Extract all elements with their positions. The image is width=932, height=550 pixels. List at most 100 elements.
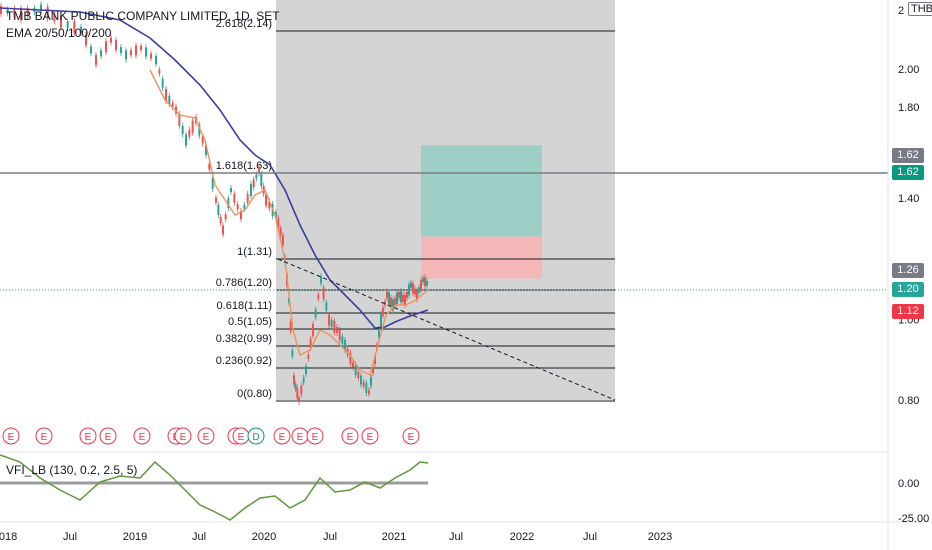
candle-body [398, 292, 400, 298]
candle-body [291, 350, 293, 356]
vfi-indicator-label[interactable]: VFI_LB (130, 0.2, 2.5, 5) [6, 463, 137, 477]
candle-body [418, 288, 420, 293]
candle-body [352, 363, 354, 368]
candle-body [125, 51, 127, 60]
candle-body [317, 295, 319, 299]
price-tag: 1.62 [892, 148, 924, 163]
candle-body [402, 295, 404, 302]
candle-body [307, 355, 309, 359]
candle-body [0, 6, 2, 14]
price-axis-label: 0.80 [898, 395, 919, 407]
symbol-title[interactable]: TMB BANK PUBLIC COMPANY LIMITED, 1D, SET [6, 8, 280, 25]
time-axis-label: Jul [449, 531, 463, 543]
marker-letter: E [312, 432, 319, 443]
time-axis-label: 2020 [252, 531, 276, 543]
marker-letter: E [279, 432, 286, 443]
time-axis-label: Jul [63, 531, 77, 543]
candle-body [300, 386, 302, 395]
candle-body [380, 314, 382, 326]
candle-body [243, 205, 245, 209]
candle-body [312, 324, 314, 336]
candle-body [331, 320, 333, 327]
candle-body [424, 277, 426, 286]
candle-body [315, 309, 317, 317]
marker-letter: E [297, 432, 304, 443]
fib-level-label: 0(0.80) [237, 388, 272, 400]
fib-level-label: 1(1.31) [237, 246, 272, 258]
long-position-target-zone[interactable] [421, 145, 542, 236]
candle-body [282, 235, 284, 245]
candle-body [158, 70, 160, 74]
fib-level-label: 1.618(1.63) [216, 160, 272, 172]
candle-body [250, 184, 252, 196]
vfi-axis-label-neg25: -25.00 [898, 513, 929, 525]
marker-letter: E [139, 432, 146, 443]
long-position-stop-zone[interactable] [421, 237, 542, 279]
candle-body [162, 79, 164, 88]
time-axis-label: 2022 [510, 531, 534, 543]
price-axis[interactable]: 2.001.801.401.000.802 [898, 5, 919, 407]
candle-body [135, 45, 137, 55]
price-axis-label: 1.80 [898, 102, 919, 114]
candle-body [130, 50, 132, 55]
candle-body [100, 50, 102, 56]
price-axis-label: 1.40 [898, 193, 919, 205]
marker-letter: E [367, 432, 374, 443]
candle-body [265, 195, 267, 206]
candle-body [290, 322, 292, 332]
candle-body [355, 365, 357, 375]
marker-letter: D [252, 432, 259, 443]
time-axis-label: 018 [0, 531, 17, 543]
candle-body [182, 126, 184, 134]
price-tag: 1.20 [892, 282, 924, 297]
fib-level-label: 0.236(0.92) [216, 355, 272, 367]
candle-body [394, 298, 396, 305]
candle-body [140, 46, 142, 50]
candle-body [155, 56, 157, 64]
candle-body [420, 280, 422, 290]
candle-body [253, 179, 255, 187]
candle-body [145, 48, 147, 57]
time-axis-label: Jul [192, 531, 206, 543]
price-tag: 1.26 [892, 263, 924, 278]
candle-body [178, 114, 180, 126]
candle-body [255, 175, 257, 179]
time-axis[interactable]: 018 Jul 2019 Jul 2020 Jul 2021 Jul 2022 Jul 2023 [0, 531, 672, 543]
marker-letter: E [347, 432, 354, 443]
time-axis-label: 2023 [648, 531, 672, 543]
candle-body [105, 41, 107, 52]
currency-badge[interactable]: THB [908, 2, 932, 16]
fib-level-label: 0.5(1.05) [228, 316, 272, 328]
candle-body [188, 130, 190, 137]
candle-body [217, 205, 219, 215]
marker-letter: E [203, 432, 210, 443]
candle-body [426, 281, 428, 286]
marker-letter: E [238, 432, 245, 443]
indicator-label[interactable]: EMA 20/50/100/200 [6, 25, 280, 42]
candle-body [296, 388, 298, 398]
time-axis-label: 2019 [123, 531, 147, 543]
candle-body [215, 198, 217, 203]
candle-body [280, 228, 282, 235]
candle-body [360, 376, 362, 385]
fib-level-label: 0.618(1.11) [217, 300, 272, 312]
candle-body [406, 292, 408, 298]
candle-body [422, 278, 424, 282]
marker-letter: E [85, 432, 92, 443]
candle-body [150, 54, 152, 59]
price-axis-label: 2.00 [898, 64, 919, 76]
candle-body [333, 321, 335, 333]
price-axis-label-top: 2 [898, 5, 904, 17]
candle-body [120, 47, 122, 53]
candle-body [382, 308, 384, 316]
candle-body [298, 398, 300, 402]
candle-body [325, 303, 327, 311]
candle-body [404, 295, 406, 305]
candle-body [230, 188, 232, 192]
candle-body [247, 194, 249, 203]
candle-body [220, 217, 222, 223]
candle-body [90, 47, 92, 54]
price-tag: 1.62 [892, 165, 924, 180]
candle-body [400, 291, 402, 302]
